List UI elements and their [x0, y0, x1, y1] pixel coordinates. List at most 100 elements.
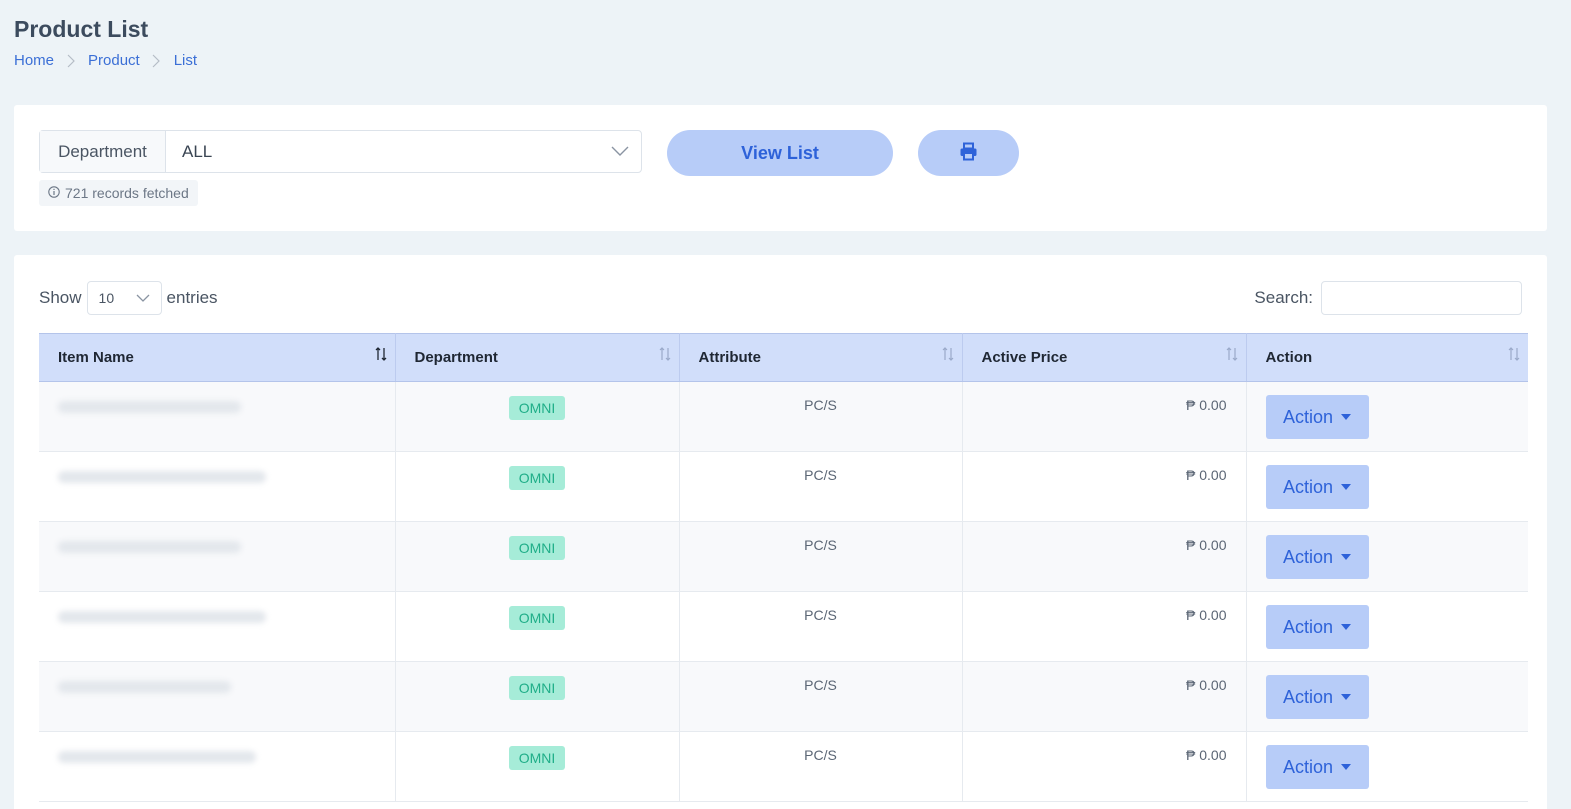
- department-cell: OMNI: [395, 451, 680, 522]
- department-filter: Department ALL: [39, 130, 642, 173]
- product-table: Item Name Department Attribute Active Pr…: [39, 333, 1528, 802]
- department-cell: OMNI: [395, 381, 680, 452]
- department-cell: OMNI: [395, 521, 680, 592]
- sort-asc-icon: [375, 347, 386, 361]
- column-header-department[interactable]: Department: [395, 333, 680, 382]
- blurred-item-name: [58, 611, 266, 623]
- price-cell: ₱ 0.00: [962, 731, 1247, 802]
- caret-down-icon: [1341, 764, 1352, 770]
- records-fetched-text: 721 records fetched: [65, 185, 189, 201]
- action-dropdown-button[interactable]: Action: [1265, 535, 1369, 579]
- price-cell: ₱ 0.00: [962, 451, 1247, 522]
- table-row: OMNI PC/S ₱ 0.00 Action: [39, 591, 1528, 662]
- action-cell: Action: [1246, 381, 1528, 452]
- product-table-card: Show 10 entries Search: Item Name Depart…: [14, 255, 1547, 809]
- caret-down-icon: [1341, 484, 1352, 490]
- department-badge: OMNI: [508, 606, 566, 630]
- column-header-active-price[interactable]: Active Price: [962, 333, 1247, 382]
- filter-card: Department ALL 721 records fetched View …: [14, 105, 1547, 231]
- search-label: Search:: [1254, 288, 1313, 307]
- view-list-button[interactable]: View List: [667, 130, 893, 176]
- table-header-row: Item Name Department Attribute Active Pr…: [39, 333, 1528, 382]
- chevron-down-icon: [611, 142, 629, 162]
- blurred-item-name: [58, 751, 256, 763]
- sort-icon: [1226, 347, 1237, 361]
- department-select[interactable]: ALL: [166, 131, 641, 172]
- department-badge: OMNI: [508, 746, 566, 770]
- attribute-cell: PC/S: [679, 381, 963, 452]
- price-cell: ₱ 0.00: [962, 661, 1247, 732]
- price-cell: ₱ 0.00: [962, 521, 1247, 592]
- action-dropdown-button[interactable]: Action: [1265, 605, 1369, 649]
- sort-icon: [1508, 347, 1520, 361]
- action-cell: Action: [1246, 661, 1528, 732]
- table-row: OMNI PC/S ₱ 0.00 Action: [39, 731, 1528, 802]
- chevron-right-icon: [140, 54, 174, 68]
- page-title: Product List: [14, 16, 149, 42]
- entries-per-page-value: 10: [98, 290, 115, 306]
- attribute-cell: PC/S: [679, 591, 963, 662]
- breadcrumb: Home Product List: [14, 52, 197, 69]
- breadcrumb-list[interactable]: List: [173, 52, 198, 69]
- sort-icon: [659, 347, 670, 361]
- table-row: OMNI PC/S ₱ 0.00 Action: [39, 451, 1528, 522]
- action-cell: Action: [1246, 591, 1528, 662]
- caret-down-icon: [1341, 694, 1352, 700]
- action-dropdown-button[interactable]: Action: [1265, 675, 1369, 719]
- action-dropdown-button[interactable]: Action: [1265, 465, 1369, 509]
- entries-per-page-select[interactable]: 10: [86, 281, 162, 315]
- chevron-down-icon: [136, 290, 150, 306]
- item-name-cell: [39, 521, 396, 592]
- department-badge: OMNI: [508, 536, 566, 560]
- table-row: OMNI PC/S ₱ 0.00 Action: [39, 521, 1528, 592]
- department-cell: OMNI: [395, 661, 680, 732]
- department-badge: OMNI: [508, 466, 566, 490]
- price-cell: ₱ 0.00: [962, 381, 1247, 452]
- info-icon: [48, 185, 60, 201]
- blurred-item-name: [58, 401, 241, 413]
- sort-icon: [942, 347, 953, 361]
- blurred-item-name: [58, 541, 241, 553]
- action-cell: Action: [1246, 731, 1528, 802]
- caret-down-icon: [1341, 624, 1352, 630]
- department-label: Department: [40, 131, 166, 172]
- department-badge: OMNI: [508, 676, 566, 700]
- breadcrumb-home[interactable]: Home: [14, 52, 55, 69]
- table-search: Search:: [1254, 281, 1522, 315]
- blurred-item-name: [58, 681, 231, 693]
- item-name-cell: [39, 661, 396, 732]
- attribute-cell: PC/S: [679, 731, 963, 802]
- print-button[interactable]: [918, 130, 1019, 176]
- attribute-cell: PC/S: [679, 451, 963, 522]
- entries-label: entries: [166, 288, 218, 307]
- column-header-item-name[interactable]: Item Name: [39, 333, 396, 382]
- action-cell: Action: [1246, 521, 1528, 592]
- chevron-right-icon: [54, 54, 88, 68]
- action-cell: Action: [1246, 451, 1528, 522]
- table-row: OMNI PC/S ₱ 0.00 Action: [39, 661, 1528, 732]
- item-name-cell: [39, 591, 396, 662]
- show-label: Show: [39, 288, 82, 307]
- breadcrumb-product[interactable]: Product: [88, 52, 140, 69]
- price-cell: ₱ 0.00: [962, 591, 1247, 662]
- search-input[interactable]: [1321, 281, 1522, 315]
- department-select-value: ALL: [182, 141, 213, 161]
- table-row: OMNI PC/S ₱ 0.00 Action: [39, 381, 1528, 452]
- blurred-item-name: [58, 471, 266, 483]
- caret-down-icon: [1341, 414, 1352, 420]
- records-fetched-badge: 721 records fetched: [39, 180, 198, 206]
- department-cell: OMNI: [395, 731, 680, 802]
- attribute-cell: PC/S: [679, 521, 963, 592]
- item-name-cell: [39, 381, 396, 452]
- caret-down-icon: [1341, 554, 1352, 560]
- department-badge: OMNI: [508, 396, 566, 420]
- column-header-attribute[interactable]: Attribute: [679, 333, 963, 382]
- column-header-action[interactable]: Action: [1246, 333, 1528, 382]
- print-icon: [959, 142, 978, 164]
- item-name-cell: [39, 451, 396, 522]
- department-cell: OMNI: [395, 591, 680, 662]
- show-entries: Show 10 entries: [39, 281, 218, 315]
- action-dropdown-button[interactable]: Action: [1265, 395, 1369, 439]
- action-dropdown-button[interactable]: Action: [1265, 745, 1369, 789]
- item-name-cell: [39, 731, 396, 802]
